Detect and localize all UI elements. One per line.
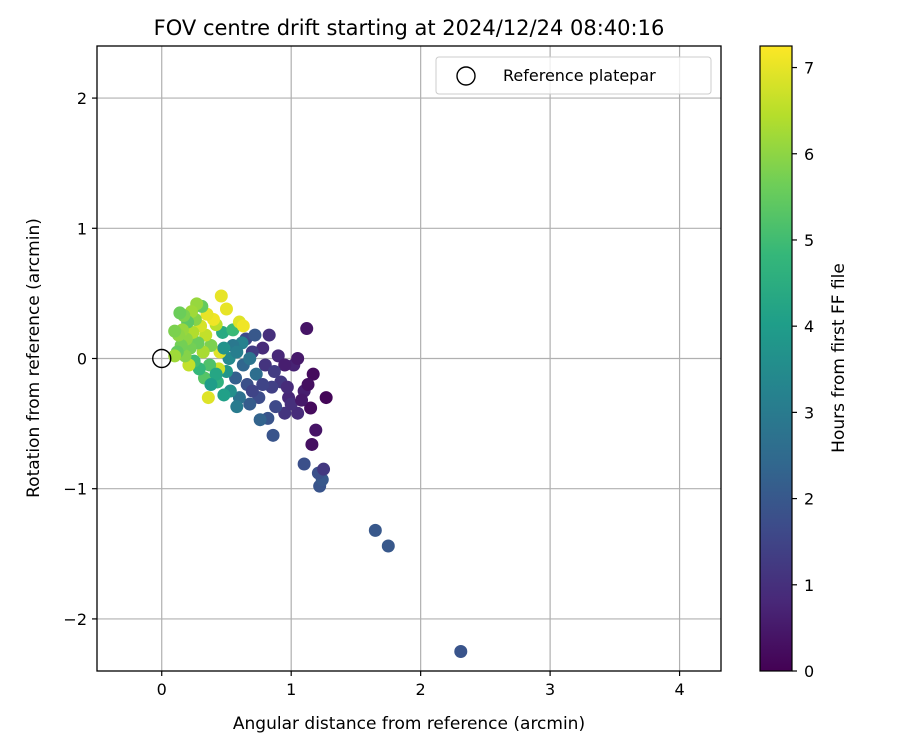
y-axis-label: Rotation from reference (arcmin) — [24, 218, 44, 498]
y-tick-label: −1 — [63, 480, 87, 499]
grid-lines — [97, 46, 721, 671]
reference-platepar-marker — [152, 348, 172, 369]
data-point — [269, 400, 283, 414]
data-point — [168, 349, 182, 363]
data-point — [230, 345, 244, 359]
x-tick-label: 0 — [157, 680, 167, 699]
colorbar-tick-label: 1 — [804, 576, 814, 595]
data-point — [295, 393, 309, 407]
data-point — [291, 406, 305, 420]
data-point — [267, 365, 281, 379]
data-point — [243, 352, 257, 365]
data-point — [203, 358, 217, 372]
data-points — [168, 289, 468, 658]
y-tick-label: 2 — [77, 89, 87, 108]
data-point — [236, 319, 250, 333]
chart-title: FOV centre drift starting at 2024/12/24 … — [154, 16, 665, 40]
data-point — [301, 378, 315, 392]
x-axis-label: Angular distance from reference (arcmin) — [233, 714, 585, 734]
legend-label: Reference platepar — [503, 66, 656, 85]
data-point — [230, 400, 244, 414]
data-point — [309, 423, 323, 437]
data-point — [291, 352, 305, 365]
data-point — [278, 406, 292, 420]
legend: Reference platepar — [435, 56, 712, 95]
legend-open-circle-icon — [456, 66, 476, 86]
data-point — [300, 322, 314, 336]
data-point — [262, 328, 276, 342]
data-point — [368, 523, 382, 537]
data-point — [217, 388, 231, 402]
data-point — [454, 644, 468, 658]
colorbar-tick-label: 6 — [804, 145, 814, 164]
data-point — [280, 380, 294, 394]
data-point — [278, 358, 292, 372]
y-tick-label: −2 — [63, 610, 87, 629]
data-point — [168, 324, 182, 338]
data-point — [245, 384, 259, 398]
data-point — [173, 306, 187, 320]
data-point — [381, 539, 395, 553]
y-axis-ticks: −2 −1 0 1 2 — [63, 89, 97, 629]
colorbar-gradient — [759, 45, 793, 672]
colorbar: 0 1 2 3 4 5 6 7 Hours from first FF file — [759, 45, 849, 681]
x-tick-label: 1 — [286, 680, 296, 699]
data-point — [201, 391, 215, 405]
y-tick-label: 1 — [77, 219, 87, 238]
data-point — [249, 367, 263, 381]
data-point — [229, 371, 243, 385]
x-tick-label: 4 — [674, 680, 684, 699]
data-point — [306, 367, 320, 381]
data-point — [204, 378, 218, 392]
colorbar-tick-label: 5 — [804, 231, 814, 250]
data-point — [305, 437, 319, 451]
colorbar-label: Hours from first FF file — [829, 263, 849, 453]
data-point — [219, 302, 233, 316]
data-point — [256, 341, 270, 355]
data-point — [248, 328, 262, 342]
data-point — [258, 358, 272, 372]
data-point — [253, 413, 267, 427]
data-point — [297, 457, 311, 471]
colorbar-tick-label: 7 — [804, 59, 814, 78]
data-point — [214, 289, 228, 303]
data-point — [304, 401, 318, 415]
data-point — [271, 349, 285, 363]
legend-box — [435, 56, 712, 95]
data-point — [256, 378, 270, 392]
x-tick-label: 3 — [545, 680, 555, 699]
colorbar-tick-label: 2 — [804, 490, 814, 509]
data-point — [319, 391, 333, 405]
colorbar-tick-label: 4 — [804, 317, 814, 336]
colorbar-ticks: 0 1 2 3 4 5 6 7 — [792, 59, 814, 681]
data-point — [243, 397, 257, 411]
y-tick-label: 0 — [77, 350, 87, 369]
data-point — [217, 341, 231, 355]
colorbar-tick-label: 0 — [804, 662, 814, 681]
data-point — [209, 367, 223, 381]
data-point — [317, 462, 331, 476]
x-tick-label: 2 — [416, 680, 426, 699]
data-point — [266, 428, 280, 442]
data-point — [284, 397, 298, 411]
x-axis-ticks: 0 1 2 3 4 — [157, 671, 685, 699]
colorbar-tick-label: 3 — [804, 403, 814, 422]
